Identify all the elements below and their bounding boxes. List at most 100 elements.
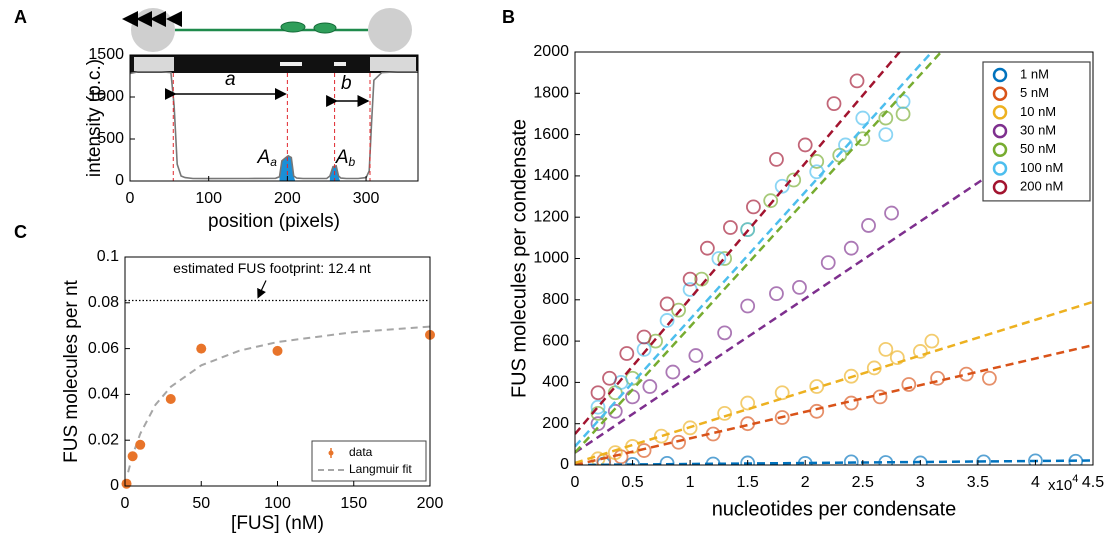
data-point	[653, 428, 669, 444]
data-point	[625, 456, 640, 465]
data-point	[625, 389, 640, 405]
data-point	[769, 286, 784, 302]
panel-label: A	[14, 7, 27, 27]
legend-label: 200 nM	[1020, 179, 1063, 194]
y-tick-label: 0.1	[97, 248, 119, 265]
y-tick-label: 0	[560, 456, 569, 473]
data-point	[855, 110, 871, 126]
data-point	[774, 178, 790, 194]
legend-label: 30 nM	[1020, 123, 1056, 138]
x-axis-label: [FUS] (nM)	[231, 513, 324, 534]
x-axis-label: position (pixels)	[208, 211, 340, 232]
legend-marker	[992, 123, 1008, 139]
y-tick-label: 1400	[533, 167, 569, 184]
data-point	[878, 341, 894, 357]
y-tick-label: 1000	[88, 88, 124, 105]
data-point	[642, 379, 658, 394]
data-point	[843, 454, 859, 465]
y-tick-label: 0.02	[88, 431, 119, 448]
data-point	[602, 370, 617, 386]
y-tick-label: 0.04	[88, 386, 119, 403]
data-point	[740, 298, 756, 314]
data-point	[895, 106, 911, 122]
data-point	[786, 172, 802, 188]
data-point	[866, 360, 882, 376]
data-point	[746, 199, 761, 215]
peak-label-main: A	[257, 147, 271, 168]
data-point	[820, 255, 836, 271]
data-point	[717, 251, 733, 266]
distance-label: a	[225, 69, 236, 90]
data-point	[855, 131, 871, 147]
distance-label: b	[341, 73, 352, 94]
y-tick-label: 800	[542, 291, 569, 308]
axis-multiplier: x104	[1048, 473, 1078, 494]
data-point	[699, 240, 715, 256]
y-tick-label: 200	[542, 415, 569, 432]
y-tick-label: 0.08	[88, 294, 119, 311]
y-tick-label: 400	[542, 374, 569, 391]
data-point	[843, 240, 859, 256]
y-axis-label: intensity (p.c.)	[84, 59, 105, 177]
data-point	[590, 399, 606, 415]
legend-marker	[992, 86, 1008, 101]
legend-marker	[992, 161, 1008, 176]
data-point	[165, 393, 176, 404]
x-tick-label: 200	[274, 190, 301, 207]
x-tick-label: 2	[801, 474, 810, 491]
data-point	[272, 345, 283, 356]
legend-marker	[992, 179, 1008, 195]
data-point	[740, 395, 756, 411]
data-point	[590, 385, 606, 401]
data-point	[769, 151, 784, 167]
data-point	[895, 94, 911, 109]
data-point	[826, 96, 842, 112]
x-tick-label: 4.5	[1082, 474, 1104, 491]
data-point	[740, 416, 756, 432]
data-point	[843, 368, 859, 384]
cartoon	[122, 8, 412, 52]
data-point	[740, 222, 756, 237]
data-point	[912, 344, 928, 359]
data-point	[809, 154, 825, 169]
data-point	[924, 333, 940, 349]
y-tick-label: 1500	[88, 46, 124, 63]
image-strip	[130, 55, 418, 73]
intensity-line	[129, 71, 418, 180]
legend-label: Langmuir fit	[349, 462, 412, 476]
data-point	[659, 296, 675, 312]
y-tick-label: 600	[542, 332, 569, 349]
legend-marker	[328, 450, 334, 456]
data-point	[792, 280, 807, 295]
data-point	[976, 454, 992, 465]
x-tick-label: 0.5	[621, 474, 643, 491]
data-point	[763, 193, 779, 209]
x-tick-label: 100	[195, 190, 222, 207]
x-tick-label: 3	[916, 474, 925, 491]
peak-label: Aa	[257, 147, 278, 169]
data-point	[878, 127, 894, 143]
data-point	[901, 377, 917, 392]
peak-label-sub: a	[270, 155, 277, 169]
x-tick-label: 0	[121, 495, 130, 512]
data-point	[849, 73, 865, 89]
reference-arrow	[257, 280, 267, 299]
legend-marker	[992, 105, 1008, 120]
data-point	[590, 416, 606, 432]
x-tick-label: 2.5	[852, 474, 874, 491]
axis-multiplier-base: x10	[1048, 477, 1072, 494]
fit-line	[575, 300, 1093, 465]
x-tick-label: 300	[353, 190, 380, 207]
peak-label-sub: b	[349, 155, 356, 169]
legend-label: 100 nM	[1020, 160, 1063, 175]
data-point	[671, 302, 686, 318]
data-point	[607, 403, 623, 419]
fit-line	[575, 52, 933, 448]
data-point	[809, 379, 825, 394]
x-tick-label: 50	[192, 495, 210, 512]
panel-label: B	[502, 7, 515, 27]
legend-marker	[992, 142, 1008, 158]
data-point	[665, 364, 681, 380]
